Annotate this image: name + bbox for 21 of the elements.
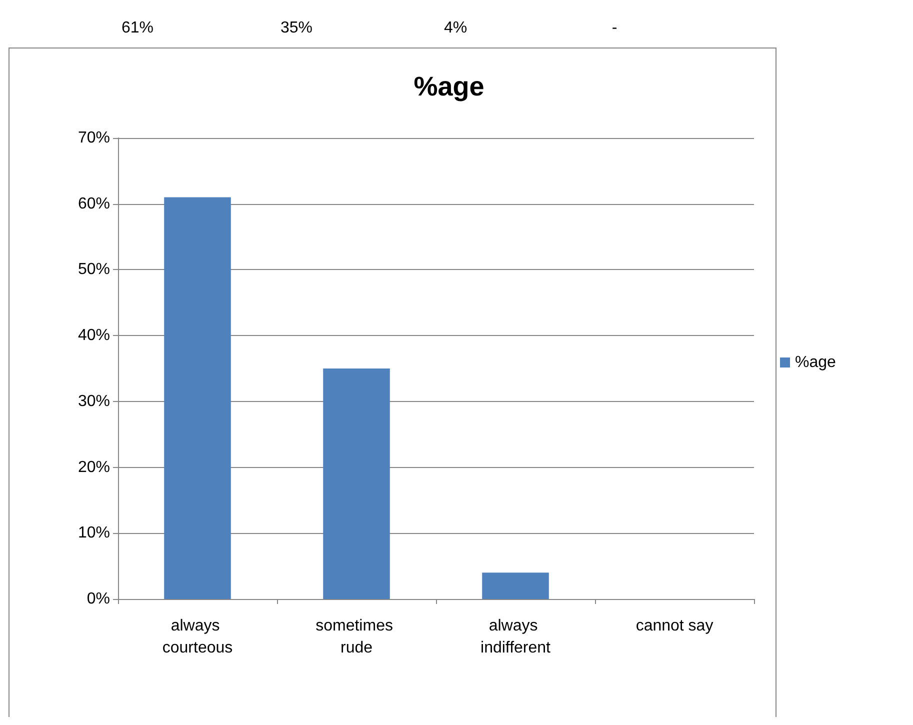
x-tick-label: cannot say [636, 618, 714, 634]
y-tick-label: 70% [78, 130, 110, 146]
text: 35% [280, 20, 313, 36]
text: - [612, 20, 618, 36]
text: 4% [444, 20, 468, 36]
y-tick-label: 50% [78, 261, 110, 278]
y-tick-label: 0% [86, 590, 110, 608]
chart-title: %age [414, 72, 484, 102]
x-tick-label: always indifferent [480, 618, 552, 656]
bar [164, 197, 231, 599]
y-tick-label: 20% [78, 458, 110, 476]
x-tick-label: sometimes rude [316, 618, 398, 656]
legend-label: %age [795, 354, 836, 371]
bar [482, 572, 549, 599]
y-tick-label: 40% [78, 327, 110, 344]
bar [323, 368, 390, 599]
y-tick-label: 60% [78, 195, 110, 212]
x-tick-label: always courteous [162, 618, 233, 656]
y-tick-label: 30% [78, 392, 110, 410]
text: 61% [121, 20, 154, 36]
y-tick-label: 10% [78, 524, 110, 542]
